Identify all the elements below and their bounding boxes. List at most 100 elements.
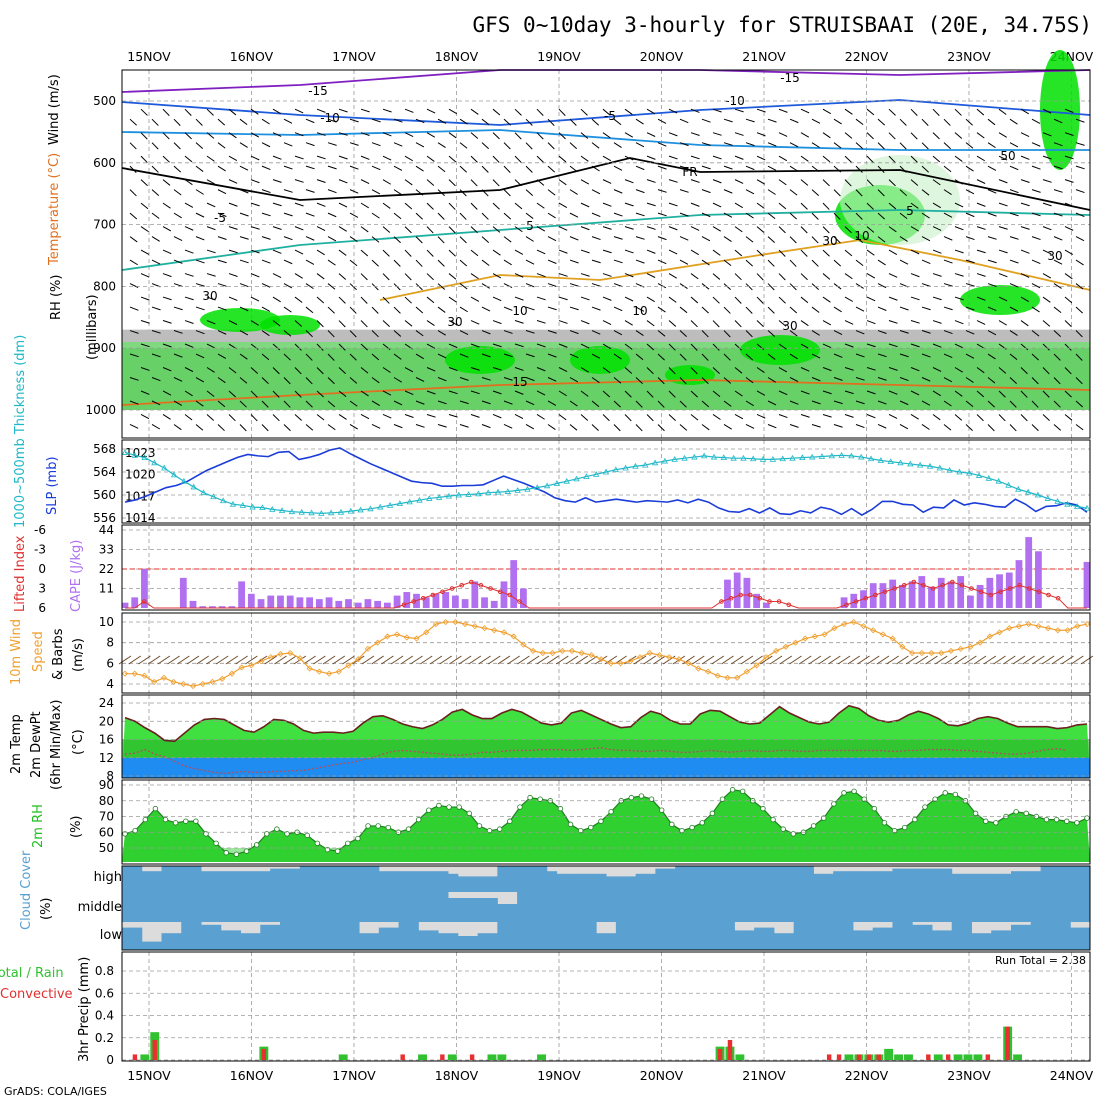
thickness-point	[534, 484, 541, 490]
cloud-cell-middle	[201, 892, 212, 922]
li-point	[478, 582, 484, 588]
cloud-cell-high	[734, 866, 745, 892]
wind-speed-point	[432, 621, 440, 628]
wind-barb	[613, 165, 623, 171]
wind-barb	[459, 165, 467, 173]
wind-barb	[822, 367, 832, 372]
wind-barb	[668, 273, 677, 279]
rh-point	[638, 793, 645, 799]
date-label-top: 16NOV	[230, 49, 274, 64]
wind-barb	[261, 424, 269, 432]
wind-barb	[921, 306, 931, 311]
wind-barb	[602, 108, 611, 116]
wind-barb	[217, 259, 227, 264]
rh-point	[679, 827, 685, 834]
wind-barb	[855, 400, 865, 405]
wind-barb	[514, 132, 522, 140]
wind-speed-point	[471, 623, 478, 630]
rh-point	[770, 816, 776, 823]
thickness-point	[1015, 485, 1022, 492]
wind-barb	[415, 212, 423, 220]
cloud-cell-high	[122, 866, 133, 892]
wind-barb	[789, 259, 797, 267]
surface-wind-barb	[769, 655, 783, 665]
wind-barb	[921, 400, 931, 406]
wind-barb	[855, 142, 864, 150]
cloud-cell-middle	[852, 892, 864, 922]
wind-barb	[360, 296, 368, 304]
wind-barb	[954, 367, 963, 373]
wind-barb	[195, 400, 204, 407]
wind-barb	[558, 132, 566, 140]
li-point	[141, 599, 147, 604]
thickness-point	[161, 464, 168, 471]
wind-speed-point	[928, 649, 935, 657]
cloud-cell-high	[171, 866, 182, 892]
cloud-cell-high	[1040, 866, 1051, 892]
cape-bar	[1025, 537, 1033, 608]
wind-speed-point	[578, 649, 585, 657]
wind-barb	[228, 367, 237, 374]
wind-barb	[877, 353, 887, 358]
thickness-point	[936, 464, 943, 471]
li-point	[1036, 589, 1042, 595]
wind-barb	[668, 179, 678, 183]
cloud-cell-high	[556, 873, 567, 892]
wind-barb	[1020, 249, 1030, 254]
date-label-bottom: 24NOV	[1050, 1068, 1094, 1083]
precip-total-bar	[418, 1054, 427, 1060]
wind-barb	[756, 249, 764, 257]
wind-barb	[536, 390, 546, 396]
wind-barb	[195, 212, 205, 218]
surface-wind-barb	[925, 655, 938, 665]
wind-barb	[1020, 367, 1028, 375]
wind-barb	[1009, 330, 1018, 336]
li-point	[748, 592, 753, 598]
cloud-cell-middle	[576, 892, 587, 922]
wind-barb	[855, 236, 864, 243]
wind-barb	[976, 132, 985, 139]
wind-barb	[822, 202, 830, 210]
wind-barb	[327, 306, 335, 314]
wind-barb	[173, 283, 183, 287]
wind-barb	[833, 189, 841, 197]
rh-area	[122, 789, 1090, 862]
wind-barb	[1064, 108, 1074, 113]
wind-barb	[723, 353, 731, 361]
wind-barb	[1042, 108, 1052, 114]
wind-barb	[140, 202, 149, 210]
wind-barb	[822, 390, 832, 395]
wind-barbs	[129, 108, 1085, 432]
wind-barb	[151, 424, 161, 430]
wind-barb	[877, 330, 887, 334]
wind-barb	[338, 108, 348, 113]
rh-point	[213, 840, 219, 846]
wind-barb	[294, 179, 304, 183]
wind-barb	[822, 226, 830, 234]
wind-barb	[459, 236, 467, 244]
wind-barb	[657, 283, 667, 289]
wind-barb	[283, 283, 293, 289]
wind-barb	[1075, 212, 1085, 218]
wind-barb	[481, 377, 491, 381]
wind-barb	[1042, 226, 1052, 231]
date-label-top: 20NOV	[640, 49, 684, 64]
pressure-tick-label: 1000	[85, 403, 116, 417]
rh-point	[628, 794, 635, 801]
wind-barb	[184, 249, 194, 254]
wind-barb	[954, 202, 964, 208]
wind-barb	[448, 343, 458, 349]
wind-barb	[613, 118, 622, 126]
rh-light-blob	[840, 155, 960, 245]
wind-barb	[767, 377, 776, 383]
wind-barb	[261, 377, 269, 385]
cape-tick-label: 44	[99, 523, 114, 537]
surface-wind-barb	[828, 655, 841, 665]
wind-barb	[657, 236, 667, 241]
surface-wind-barb	[157, 655, 171, 665]
wind-barb	[767, 306, 775, 314]
wind-barb	[228, 179, 238, 184]
wind-barb	[481, 189, 489, 197]
wind-barb	[723, 377, 732, 384]
wind-barb	[360, 320, 368, 328]
